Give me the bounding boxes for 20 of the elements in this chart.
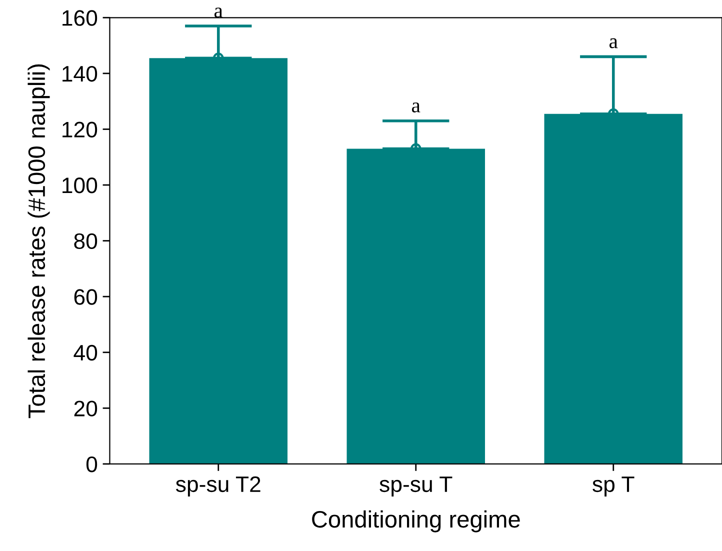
y-tick-label: 80 bbox=[74, 233, 98, 250]
annotation: a bbox=[609, 38, 618, 48]
bar bbox=[544, 114, 682, 464]
x-tick-label: sp-su T2 bbox=[176, 476, 260, 496]
y-tick-label: 100 bbox=[62, 178, 98, 194]
y-tick-label: 60 bbox=[74, 289, 98, 305]
annotation: a bbox=[412, 102, 420, 112]
y-tick-label: 0 bbox=[86, 456, 98, 472]
bar bbox=[149, 58, 288, 464]
annotation: a bbox=[214, 8, 223, 18]
bar bbox=[346, 148, 485, 464]
x-tick-label: sp-su T bbox=[380, 476, 452, 496]
y-tick-label: 160 bbox=[62, 10, 98, 26]
y-axis-title: Total release rates (#1000 nauplii) bbox=[28, 64, 50, 418]
x-axis-title: Conditioning regime bbox=[312, 510, 520, 532]
y-tick-label: 120 bbox=[62, 122, 98, 138]
y-tick-label: 140 bbox=[62, 66, 98, 82]
y-tick-label: 40 bbox=[74, 344, 98, 361]
x-tick-label: sp T bbox=[592, 476, 634, 496]
y-tick-label: 20 bbox=[74, 400, 98, 416]
